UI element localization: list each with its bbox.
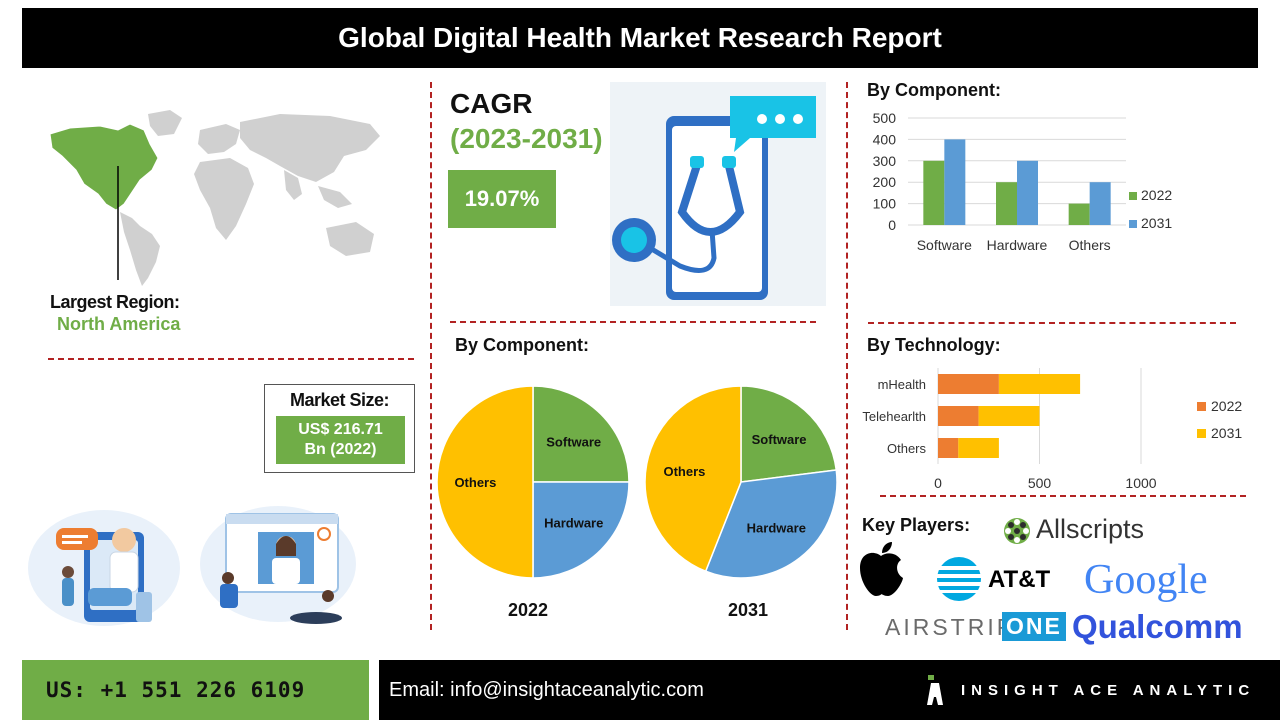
divider-right-bottom [880,495,1246,497]
divider-region [48,358,414,360]
one-text: ONE [1002,612,1066,641]
bar-2022-others [1068,203,1090,225]
market-size-value: US$ 216.71 Bn (2022) [276,416,405,464]
google-text: Google [1084,557,1208,603]
market-size-line2: Bn (2022) [304,441,377,458]
allscripts-logo: Allscripts [1002,514,1162,548]
airstrip-text: AIRSTRIP [885,614,1016,640]
technology-bar-chart: 0 500 1000 mHealth Telehearlth Others 2022 2031 [862,368,1242,491]
bar-2031-hardware [1017,160,1038,225]
google-logo: Google [1084,556,1224,606]
stethoscope-phone-illustration [610,82,826,306]
legend-swatch-2031 [1129,220,1137,228]
footer-brand-text: INSIGHT ACE ANALYTIC [961,682,1256,699]
divider-right-top [868,322,1236,324]
bar-2022-hardware [996,182,1017,225]
x-tick-label: 1000 [1125,475,1156,491]
pie-slice-others [644,385,742,573]
y-tick-label: 400 [873,131,897,147]
divider-center [450,321,816,323]
key-players-title: Key Players: [862,515,971,535]
bar-2031-others [1089,182,1111,225]
bar-2022-mhealth [938,374,999,394]
airstrip-one-logo: AIRSTRIP ONE [885,612,1066,642]
y-tick-label: 0 [888,217,896,233]
component-pie-title: By Component: [455,335,589,355]
att-globe-icon [937,557,981,601]
largest-region-label: Largest Region: [50,292,180,312]
footer-brand: INSIGHT ACE ANALYTIC [901,660,1280,720]
apple-logo [856,540,906,598]
component-bar-title: By Component: [867,80,1001,100]
insight-ace-logo-icon [927,675,943,705]
bar-2031-others [958,438,999,458]
y-tick-label: 200 [873,174,897,190]
pie-slice-software [532,385,630,483]
doctor-phone-illustration [24,500,184,630]
cagr-value: 19.07% [448,170,556,228]
market-size-label: Market Size: [289,390,390,410]
legend-swatch-2022 [1129,192,1137,200]
divider-left [430,82,432,630]
qualcomm-text: Qualcomm [1072,608,1243,645]
legend-swatch-2022 [1197,402,1206,411]
largest-region-value: North America [57,314,181,334]
pie-year-2031-label: 2031 [728,600,769,620]
pie-year-2022-label: 2022 [508,600,549,620]
qualcomm-logo: Qualcomm [1072,608,1252,648]
footer-email: Email: info@insightaceanalytic.com [379,660,901,720]
pie-slice-others [436,385,534,579]
bar-2022-software [923,160,945,225]
x-tick-label: 0 [934,475,942,491]
cagr-years: (2023-2031) [450,123,603,154]
pie-slice-software [740,385,838,483]
pie-label-hardware: Hardware [747,521,806,536]
legend-label-2022: 2022 [1141,187,1172,203]
x-tick-label: Software [917,237,972,253]
y-tick-label: 100 [873,196,897,212]
x-tick-label: Others [1069,237,1111,253]
pie-slice-hardware [532,481,630,579]
legend-label-2031: 2031 [1211,425,1242,441]
y-tick-label: 300 [873,153,897,169]
world-map [40,100,390,290]
footer-phone: US: +1 551 226 6109 [22,660,369,720]
pie-label-hardware: Hardware [544,516,603,531]
component-bar-chart: 0 100 200 300 400 500 Software Hardware Others 20… [873,110,1173,253]
y-tick-label: 500 [873,110,897,126]
page-title: Global Digital Health Market Research Re… [22,8,1258,68]
x-tick-label: Hardware [987,237,1048,253]
x-tick-label: 500 [1028,475,1052,491]
legend-swatch-2031 [1197,429,1206,438]
bar-2031-mhealth [998,374,1081,394]
allscripts-icon [1004,518,1030,544]
divider-right [846,82,848,630]
y-tick-label: mHealth [878,377,926,392]
att-text: AT&T [988,566,1051,593]
y-tick-label: Others [887,441,927,456]
pie-label-software: Software [546,434,601,449]
bar-2022-telehearlth [938,406,979,426]
doctor-video-illustration [198,500,358,630]
technology-title: By Technology: [867,335,1001,355]
bar-2022-others [938,438,959,458]
cagr-title: CAGR [450,88,533,119]
pie-slice-hardware [704,469,838,579]
component-pie-2022: Software Hardware Others [436,385,630,579]
pie-label-software: Software [752,432,807,447]
allscripts-text: Allscripts [1036,514,1145,544]
bar-2031-telehearlth [978,406,1040,426]
bar-2031-software [944,139,966,225]
legend-label-2022: 2022 [1211,398,1242,414]
component-pie-2031: Software Hardware Others [644,385,838,579]
att-logo: AT&T [936,556,1056,602]
pie-label-others: Others [454,475,496,490]
pie-label-others: Others [663,464,705,479]
y-tick-label: Telehearlth [862,409,926,424]
market-size-box: Market Size: US$ 216.71 Bn (2022) [264,384,415,473]
market-size-line1: US$ 216.71 [298,421,383,438]
legend-label-2031: 2031 [1141,215,1172,231]
